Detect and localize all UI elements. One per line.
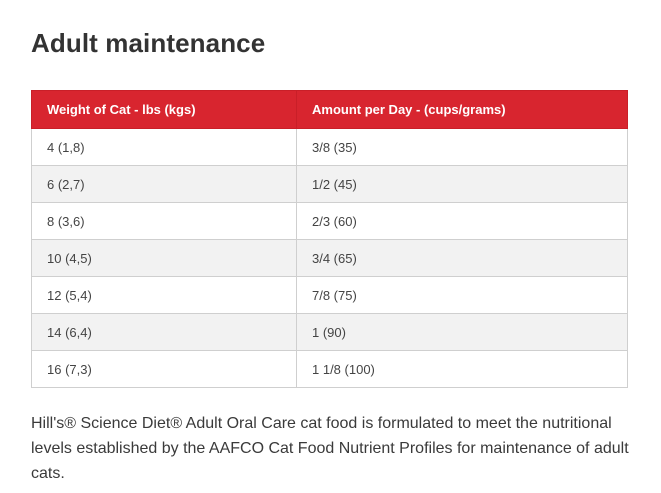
page-title: Adult maintenance [31,28,266,58]
amount-cell: 1/2 (45) [296,165,628,203]
amount-cell: 3/8 (35) [296,128,628,166]
table-row: 4 (1,8) 3/8 (35) [31,128,628,166]
weight-cell: 12 (5,4) [31,276,297,314]
weight-cell: 4 (1,8) [31,128,297,166]
feeding-table: Weight of Cat - lbs (kgs) Amount per Day… [31,90,628,388]
amount-cell: 2/3 (60) [296,202,628,240]
amount-cell: 1 1/8 (100) [296,350,628,388]
column-header-amount: Amount per Day - (cups/grams) [296,90,628,129]
amount-cell: 3/4 (65) [296,239,628,277]
table-row: 16 (7,3) 1 1/8 (100) [31,350,628,388]
weight-cell: 10 (4,5) [31,239,297,277]
table-row: 10 (4,5) 3/4 (65) [31,239,628,277]
table-row: 6 (2,7) 1/2 (45) [31,165,628,203]
table-row: 14 (6,4) 1 (90) [31,313,628,351]
weight-cell: 16 (7,3) [31,350,297,388]
amount-cell: 7/8 (75) [296,276,628,314]
table-row: 8 (3,6) 2/3 (60) [31,202,628,240]
formulation-note: Hill's® Science Diet® Adult Oral Care ca… [31,415,629,482]
column-header-weight: Weight of Cat - lbs (kgs) [31,90,297,129]
table-row: 12 (5,4) 7/8 (75) [31,276,628,314]
weight-cell: 14 (6,4) [31,313,297,351]
amount-cell: 1 (90) [296,313,628,351]
weight-cell: 8 (3,6) [31,202,297,240]
table-header-row: Weight of Cat - lbs (kgs) Amount per Day… [31,90,628,129]
weight-cell: 6 (2,7) [31,165,297,203]
